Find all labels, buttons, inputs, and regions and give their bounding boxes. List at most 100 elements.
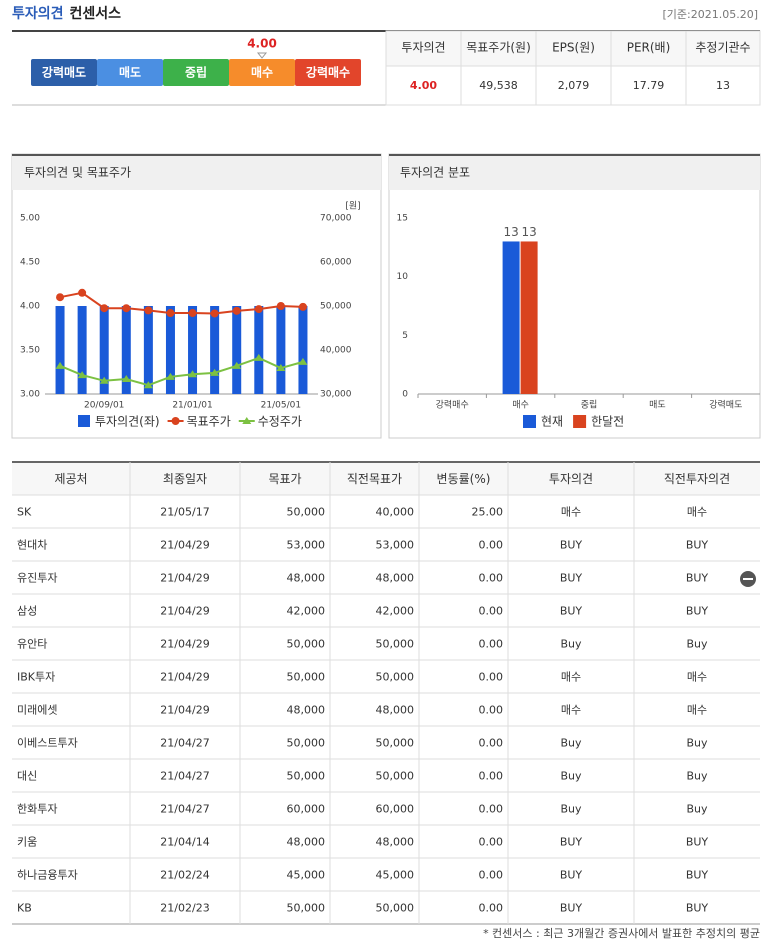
table-cell: 50,000: [287, 671, 326, 684]
marker: [298, 357, 308, 365]
table-header: 직전목표가: [347, 472, 402, 486]
consensus-value-cell: 13: [716, 79, 730, 92]
legend-label: 목표주가: [187, 415, 231, 429]
bar: [502, 241, 520, 394]
table-cell: Buy: [686, 737, 708, 750]
table-cell: BUY: [686, 836, 709, 849]
marker: [276, 364, 286, 372]
bar: [298, 306, 308, 394]
table-cell: 21/04/14: [160, 836, 209, 849]
marker: [144, 306, 153, 315]
bar: [165, 306, 175, 394]
table-cell: 25.00: [472, 506, 504, 519]
scale-label: 강력매도: [42, 65, 86, 80]
scale-segment: [163, 59, 229, 86]
legend-label: 한달전: [591, 415, 624, 429]
legend-swatch: [78, 415, 90, 427]
chart-title: 투자의견 및 목표주가: [24, 166, 131, 180]
scale-segment: [97, 59, 163, 86]
table-cell: 21/04/27: [160, 770, 209, 783]
y-tick-label: 3.50: [20, 346, 40, 356]
table-cell: Buy: [560, 737, 582, 750]
consensus-cell: [385, 65, 462, 106]
table-cell: Buy: [686, 638, 708, 651]
y-tick-label: 3.00: [20, 390, 40, 400]
marker: [188, 309, 197, 318]
consensus-value-cell: 4.00: [410, 79, 437, 92]
table-cell: 50,000: [376, 770, 415, 783]
legend-swatch: [523, 415, 536, 428]
marker: [100, 304, 109, 313]
table-cell: BUY: [560, 836, 583, 849]
line: [59, 356, 304, 387]
table-cell: Buy: [560, 770, 582, 783]
table-header: 투자의견: [549, 472, 593, 486]
table-cell: 0.00: [479, 770, 504, 783]
legend-label: 수정주가: [258, 415, 302, 429]
y-tick-label: 5: [402, 331, 408, 341]
table-cell: 21/04/29: [160, 572, 209, 585]
right-panel: [388, 153, 761, 439]
table-cell: 0.00: [479, 737, 504, 750]
scale-label: 매도: [119, 65, 141, 80]
table-cell: 매수: [561, 506, 581, 519]
scale-segment: [31, 59, 97, 86]
table-cell: 매수: [561, 671, 581, 684]
data-label: 13: [521, 225, 536, 239]
table-cell: 한화투자: [17, 803, 57, 816]
table-cell: 50,000: [376, 638, 415, 651]
table-cell: 48,000: [287, 572, 326, 585]
table-cell: 0.00: [479, 704, 504, 717]
consensus-value-cell: 49,538: [479, 79, 518, 92]
bar: [121, 306, 131, 394]
table-cell: 50,000: [287, 737, 326, 750]
table-cell: BUY: [686, 869, 709, 882]
table-cell: 42,000: [376, 605, 415, 618]
legend-label: 투자의견(좌): [95, 415, 160, 429]
consensus-cell: [460, 65, 537, 106]
header-title: 투자의견: [12, 5, 64, 22]
y2-unit: [원]: [345, 201, 360, 212]
table-cell: 21/04/29: [160, 671, 209, 684]
table-cell: Buy: [560, 638, 582, 651]
scale-label: 매수: [251, 65, 273, 80]
x-tick-label: 강력매도: [709, 399, 742, 411]
table-cell: BUY: [560, 605, 583, 618]
left-panel-head: [12, 154, 381, 190]
scale-label: 중립: [185, 66, 207, 80]
x-tick-label: 21/05/01: [261, 401, 301, 411]
legend-swatch: [242, 417, 252, 424]
y2-tick-label: 70,000: [320, 214, 352, 224]
table-cell: 45,000: [376, 869, 415, 882]
marker: [188, 370, 198, 378]
y2-tick-label: 30,000: [320, 390, 352, 400]
consensus-value: 4.00: [247, 37, 277, 51]
table-cell: 매수: [561, 704, 581, 717]
y2-tick-label: 50,000: [320, 302, 352, 312]
consensus-cell: [685, 65, 761, 106]
marker: [210, 309, 219, 318]
scale-segment: [229, 59, 295, 86]
table-header: 목표가: [268, 472, 301, 486]
table-cell: 50,000: [376, 671, 415, 684]
table-cell: BUY: [686, 605, 709, 618]
bar: [210, 306, 220, 394]
table-cell: 21/04/27: [160, 803, 209, 816]
bar: [188, 306, 198, 394]
header-subtitle: 컨센서스: [70, 5, 122, 22]
marker: [232, 306, 241, 315]
footnote: * 컨센서스 : 최근 3개월간 증권사에서 발표한 추정치의 평균: [483, 927, 760, 940]
legend-swatch: [573, 415, 587, 428]
y-tick-label: 10: [397, 272, 409, 282]
chart-title: 투자의견 분포: [400, 166, 470, 180]
bar: [55, 306, 65, 394]
table-cell: 이베스트투자: [17, 737, 78, 750]
marker: [122, 304, 131, 313]
table-cell: 유안타: [17, 638, 47, 651]
table-header: 변동률(%): [437, 472, 491, 486]
table-cell: 50,000: [376, 902, 415, 915]
table-cell: 0.00: [479, 803, 504, 816]
marker: [166, 309, 175, 318]
x-tick-label: 매수: [512, 400, 529, 411]
right-panel-head: [389, 154, 760, 190]
